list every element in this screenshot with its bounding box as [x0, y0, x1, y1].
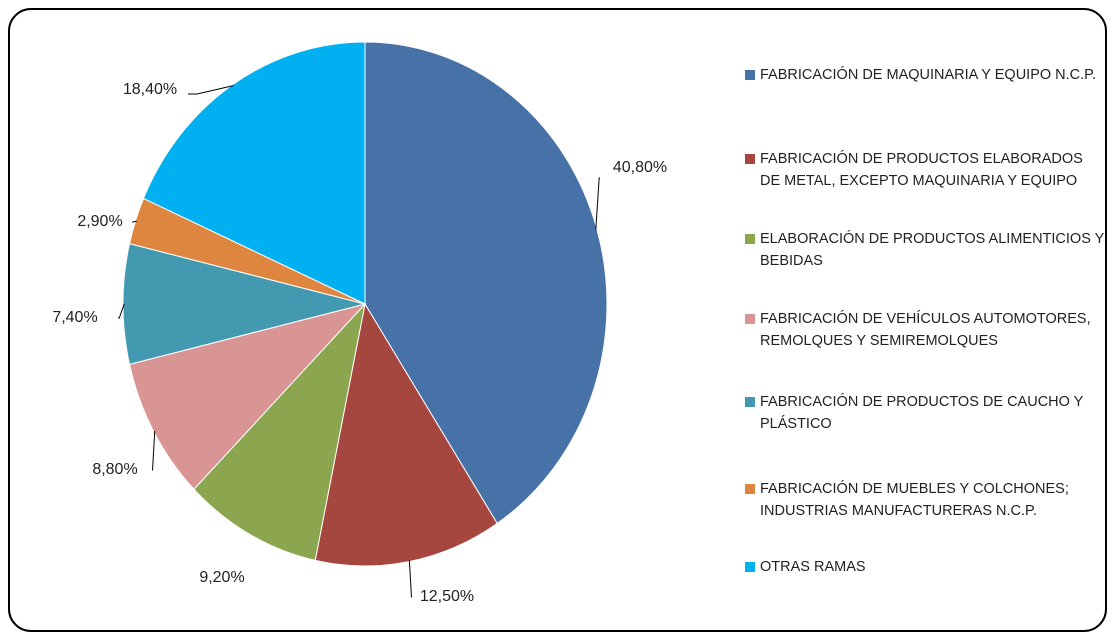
pie-slice	[193, 302, 366, 561]
legend-swatch	[745, 154, 755, 164]
legend-label: FABRICACIÓN DE MAQUINARIA Y EQUIPO N.C.P…	[760, 67, 1096, 83]
data-label: 7,40%	[52, 309, 97, 326]
legend-swatch	[745, 397, 755, 407]
legend-swatch	[745, 484, 755, 494]
leader-line	[595, 177, 600, 230]
legend-item: FABRICACIÓN DE MAQUINARIA Y EQUIPO N.C.P…	[745, 64, 1105, 86]
data-label: 2,90%	[77, 213, 122, 230]
leader-line	[152, 430, 156, 471]
data-label: 8,80%	[92, 461, 137, 478]
data-label: 40,80%	[613, 159, 667, 176]
legend-item: FABRICACIÓN DE PRODUCTOS ELABORADOS DE M…	[745, 148, 1105, 192]
legend-swatch	[745, 314, 755, 324]
pie-slice	[122, 243, 366, 365]
legend-item: OTRAS RAMAS	[745, 556, 1105, 578]
legend-label: ELABORACIÓN DE PRODUCTOS ALIMENTICIOS Y …	[760, 231, 1105, 269]
pie-slice	[142, 41, 366, 305]
legend-swatch	[745, 234, 755, 244]
leader-line	[132, 220, 137, 223]
legend-label: FABRICACIÓN DE VEHÍCULOS AUTOMOTORES, RE…	[760, 311, 1091, 349]
legend-item: FABRICACIÓN DE MUEBLES Y COLCHONES; INDU…	[745, 478, 1105, 522]
legend-item: FABRICACIÓN DE VEHÍCULOS AUTOMOTORES, RE…	[745, 308, 1105, 352]
legend-label: FABRICACIÓN DE MUEBLES Y COLCHONES; INDU…	[760, 481, 1069, 519]
legend-swatch	[745, 70, 755, 80]
legend-label: FABRICACIÓN DE PRODUCTOS ELABORADOS DE M…	[760, 151, 1083, 189]
data-label: 18,40%	[123, 81, 177, 98]
legend-label: FABRICACIÓN DE PRODUCTOS DE CAUCHO Y PLÁ…	[760, 394, 1084, 432]
leader-line	[188, 85, 234, 95]
legend-item: ELABORACIÓN DE PRODUCTOS ALIMENTICIOS Y …	[745, 228, 1105, 272]
legend-swatch	[745, 562, 755, 572]
legend-label: OTRAS RAMAS	[760, 559, 866, 575]
leader-line	[408, 560, 412, 598]
data-label: 9,20%	[199, 569, 244, 586]
leader-line	[118, 303, 125, 319]
legend-item: FABRICACIÓN DE PRODUCTOS DE CAUCHO Y PLÁ…	[745, 391, 1105, 435]
pie-slice	[128, 303, 367, 490]
data-label: 12,50%	[420, 588, 474, 605]
pie-slice	[364, 41, 608, 525]
